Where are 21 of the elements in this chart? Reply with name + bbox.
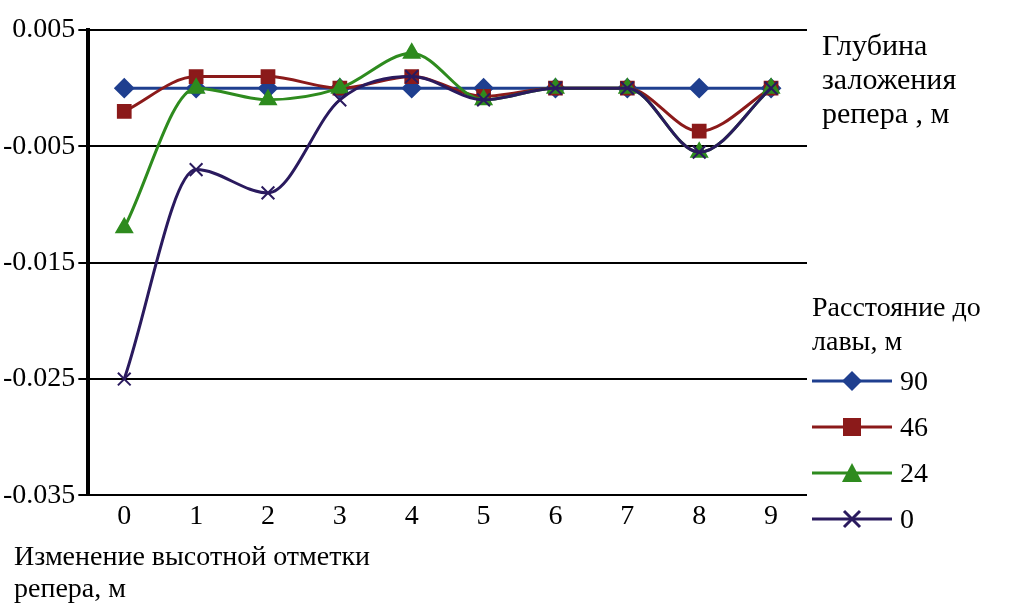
y-tick-label: -0.005 [3,128,76,160]
y-axis-title: Изменение высотной отметки репера, м [14,540,371,604]
x-tick-label: 2 [260,498,275,530]
x-tick-label: 0 [117,498,132,530]
x-tick-label: 1 [189,498,204,530]
y-tick-label: -0.015 [3,245,76,277]
legend-label: 24 [900,456,928,490]
x-tick-label: 7 [620,498,635,530]
x-tick-label: 5 [476,498,491,530]
x-tick-label: 4 [404,498,419,530]
text: Глубина заложения репера , м [822,28,958,130]
x-tick-label: 9 [764,498,779,530]
legend-label: 90 [900,364,928,398]
x-tick-label: 3 [332,498,347,530]
y-tick-label: -0.025 [3,361,76,393]
x-tick-label: 8 [692,498,707,530]
legend-title: Расстояние до лавы, м [812,290,982,358]
y-tick-label: 0.005 [12,12,76,44]
y-tick-label: -0.035 [3,477,76,509]
legend-label: 46 [900,410,928,444]
x-tick-label: 6 [548,498,563,530]
